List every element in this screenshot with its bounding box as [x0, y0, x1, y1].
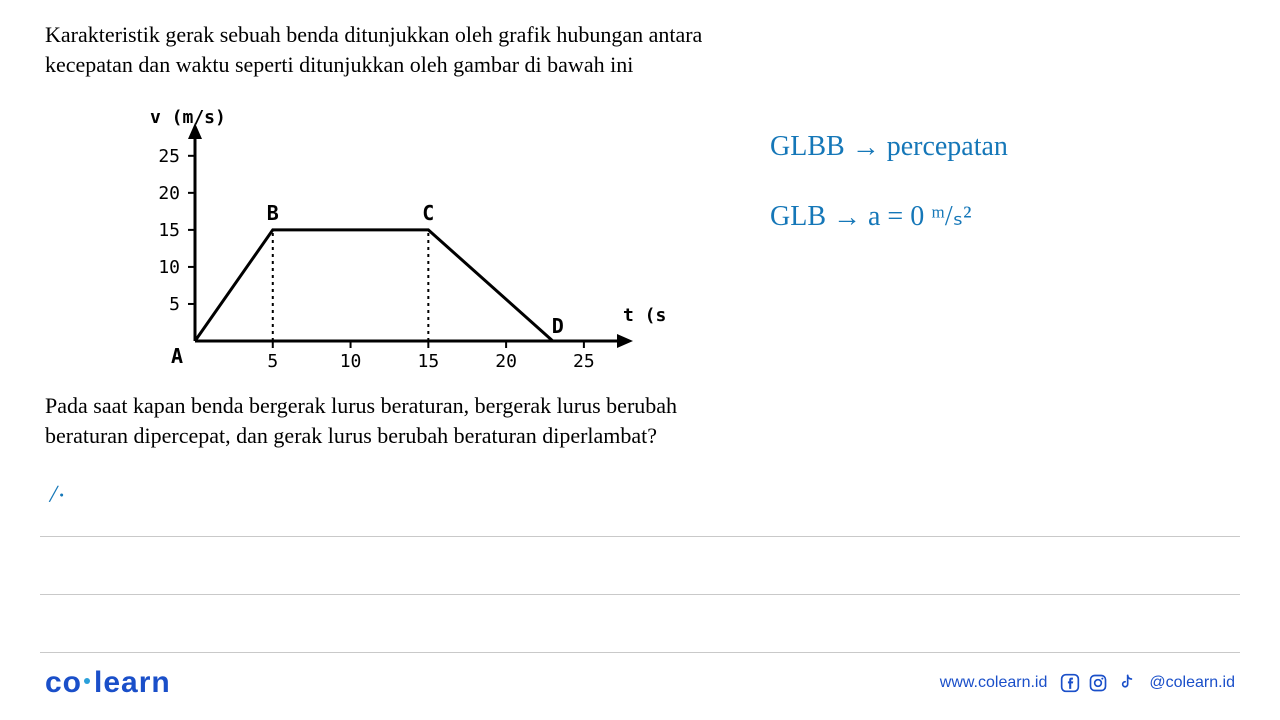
colearn-logo: colearn [45, 666, 171, 700]
ruled-line [40, 479, 1240, 537]
svg-text:15: 15 [158, 220, 180, 241]
note1-prefix: GLBB [770, 131, 845, 162]
footer-url: www.colearn.id [940, 674, 1048, 692]
question-line2: kecepatan dan waktu seperti ditunjukkan … [45, 52, 633, 77]
handwritten-note-2: GLB → a = 0 ᵐ/ₛ² [770, 200, 972, 235]
svg-text:B: B [267, 201, 279, 225]
svg-text:t (s): t (s) [623, 305, 665, 326]
question-text: Karakteristik gerak sebuah benda ditunju… [45, 20, 1240, 79]
instagram-icon [1087, 672, 1109, 694]
chart-svg: v (m/s) t (s) 5 10 15 20 25 5 10 15 20 25 A B C D [45, 91, 665, 381]
svg-text:25: 25 [573, 351, 595, 372]
svg-text:5: 5 [169, 294, 180, 315]
svg-text:D: D [552, 314, 564, 338]
facebook-icon [1059, 672, 1081, 694]
svg-text:5: 5 [267, 351, 278, 372]
handwritten-note-1: GLBB → percepatan [770, 130, 1008, 165]
velocity-time-chart: v (m/s) t (s) 5 10 15 20 25 5 10 15 20 25 A B C D [45, 91, 665, 381]
svg-text:10: 10 [340, 351, 362, 372]
note2-prefix: GLB [770, 201, 826, 232]
svg-text:C: C [422, 201, 434, 225]
arrow-icon: → [852, 130, 880, 164]
svg-text:v (m/s): v (m/s) [150, 107, 226, 128]
note1-text: percepatan [887, 131, 1008, 162]
followup-text: Pada saat kapan benda bergerak lurus ber… [45, 391, 1240, 450]
logo-learn: learn [94, 666, 171, 699]
footer: colearn www.colearn.id @colearn.id [0, 666, 1280, 700]
arrow-icon: → [833, 200, 861, 234]
ruled-line [40, 537, 1240, 595]
logo-co: co [45, 666, 82, 699]
svg-text:A: A [171, 344, 183, 368]
svg-text:10: 10 [158, 257, 180, 278]
note2-text: a = 0 ᵐ/ₛ² [868, 201, 972, 232]
svg-text:20: 20 [495, 351, 517, 372]
svg-text:15: 15 [417, 351, 439, 372]
social-icons [1059, 672, 1137, 694]
tiktok-icon [1115, 672, 1137, 694]
content-area: Karakteristik gerak sebuah benda ditunju… [0, 0, 1280, 461]
footer-right: www.colearn.id @colearn.id [940, 672, 1235, 694]
followup-line2: beraturan dipercepat, dan gerak lurus be… [45, 423, 657, 448]
svg-text:20: 20 [158, 183, 180, 204]
question-line1: Karakteristik gerak sebuah benda ditunju… [45, 22, 702, 47]
ruled-line [40, 595, 1240, 653]
logo-dot-icon [84, 678, 90, 684]
answer-ruled-area [0, 479, 1280, 653]
svg-text:25: 25 [158, 146, 180, 167]
followup-line1: Pada saat kapan benda bergerak lurus ber… [45, 393, 677, 418]
footer-handle: @colearn.id [1149, 674, 1235, 692]
